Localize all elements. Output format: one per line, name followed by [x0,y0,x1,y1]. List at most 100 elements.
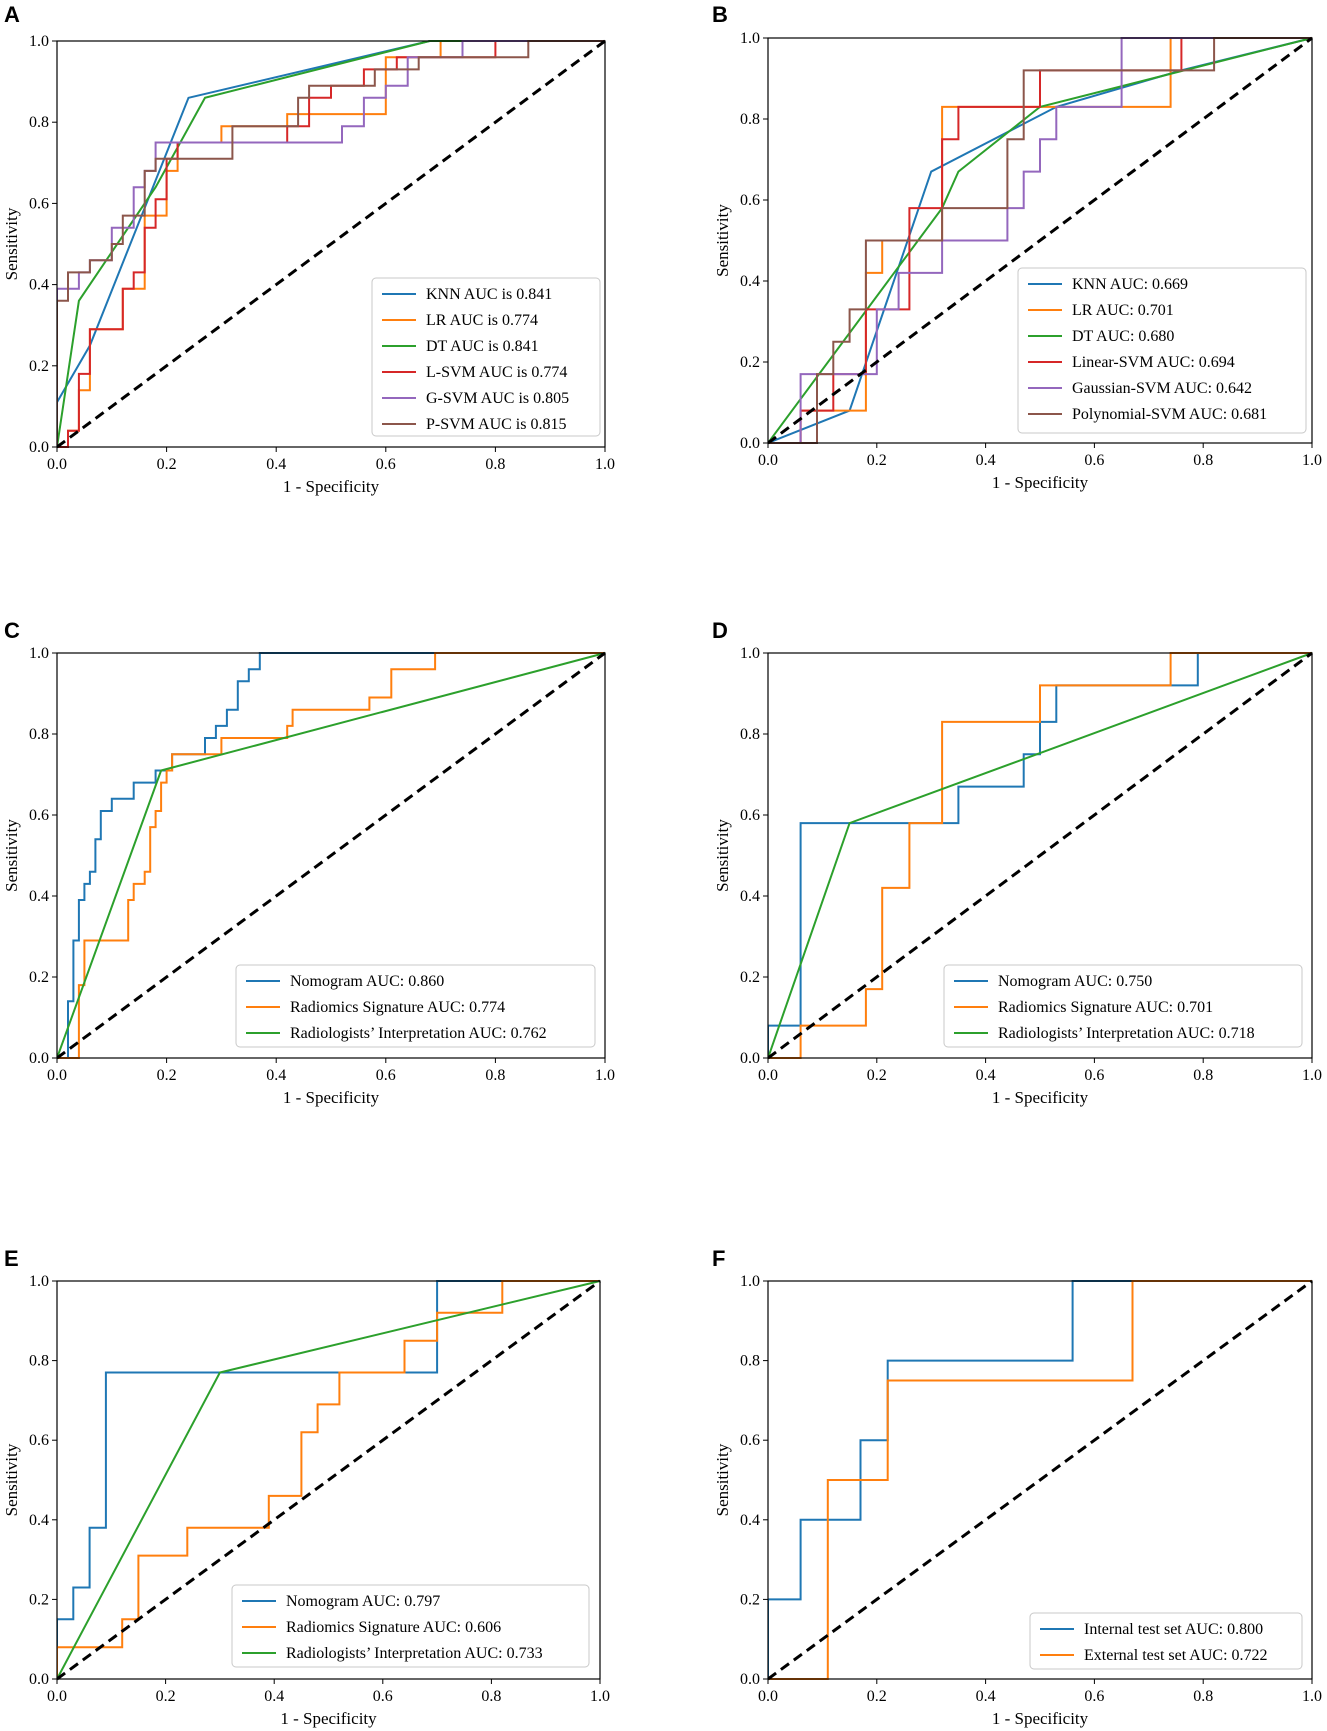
legend-label: Radiomics Signature AUC: 0.774 [290,999,505,1016]
x-tick-label: 1.0 [1302,452,1322,469]
legend-label: Radiomics Signature AUC: 0.606 [286,1619,501,1636]
x-tick-label: 0.2 [867,1688,887,1705]
y-axis-label: Sensitivity [713,819,732,892]
x-tick-label: 0.8 [1193,1688,1213,1705]
axes-frame [56,40,606,448]
chance-diagonal-line [768,36,1313,445]
legend-label: LR AUC is 0.774 [426,312,538,329]
x-axis-label: 1 - Specificity [280,1709,377,1728]
roc-curve-orange [768,1280,1312,1680]
y-tick-label: 0.0 [29,439,49,456]
y-tick-label: 1.0 [740,645,760,662]
y-tick-label: 0.2 [740,354,760,371]
x-tick-label: 0.2 [157,1067,177,1084]
x-tick-label: 0.0 [758,1688,778,1705]
y-tick-label: 0.6 [29,195,49,212]
series-group [768,1279,1313,1681]
legend: KNN AUC: 0.669 LR AUC: 0.701 DT AUC: 0.680… [1017,267,1307,434]
axes-frame [56,652,606,1059]
legend: Nomogram AUC: 0.750 Radiomics Signature A… [943,964,1303,1048]
roc-curve-brown [768,37,1312,444]
chance-diagonal-line [768,651,1313,1060]
x-tick-label: 0.4 [266,456,286,473]
legend-label: Nomogram AUC: 0.797 [286,1593,440,1610]
legend-box [371,277,601,437]
legend-label: Radiologists’ Interpretation AUC: 0.733 [286,1645,543,1662]
legend-label: P-SVM AUC is 0.815 [426,416,566,433]
roc-curve-brown [57,40,605,447]
legend-label: Nomogram AUC: 0.860 [290,973,444,990]
legend: KNN AUC is 0.841 LR AUC is 0.774 DT AUC is… [371,277,601,437]
x-tick-label: 1.0 [595,1067,615,1084]
y-axis-label: Sensitivity [713,1443,732,1516]
roc-panel-d: D 0.0 0.2 0.4 0.6 0.8 1.0 0.0 0.2 0.4 0.6 0.8 1.0 1 -… [712,618,1322,1107]
roc-curve-orange [57,652,605,1059]
x-tick-label: 0.0 [758,452,778,469]
x-tick-label: 0.6 [1084,1067,1104,1084]
x-axis-label: 1 - Specificity [283,477,380,496]
series-group [57,651,606,1060]
y-tick-label: 0.0 [29,1050,49,1067]
series-group [768,36,1313,445]
x-tick-label: 1.0 [1302,1067,1322,1084]
y-tick-label: 0.6 [740,1432,760,1449]
roc-curve-orange [768,652,1312,1059]
legend: Nomogram AUC: 0.860 Radiomics Signature A… [235,964,596,1048]
y-tick-label: 0.0 [740,435,760,452]
legend: Nomogram AUC: 0.797 Radiomics Signature A… [231,1584,590,1668]
y-tick-label: 0.2 [29,358,49,375]
y-tick-label: 0.0 [29,1671,49,1688]
series-group [57,1279,601,1681]
x-tick-label: 0.2 [867,452,887,469]
y-tick-label: 0.6 [29,1432,49,1449]
chance-diagonal-line [57,39,606,449]
y-tick-label: 0.2 [29,969,49,986]
legend-box [1029,1612,1303,1670]
y-tick-label: 0.4 [740,888,760,905]
legend-label: DT AUC is 0.841 [426,338,539,355]
x-axis-label: 1 - Specificity [283,1088,380,1107]
y-axis-label: Sensitivity [2,1443,21,1516]
y-axis-label: Sensitivity [713,204,732,277]
series-group [768,651,1313,1060]
roc-curve-green [57,1280,601,1680]
roc-panel-f: F 0.0 0.2 0.4 0.6 0.8 1.0 0.0 0.2 0.4 0.6 0.8 1.0 1 -… [712,1246,1322,1728]
y-tick-label: 0.2 [740,1591,760,1608]
x-axis-label: 1 - Specificity [992,1088,1089,1107]
roc-curve-green [768,652,1313,1059]
y-tick-label: 0.4 [740,1512,760,1529]
x-tick-label: 1.0 [595,456,615,473]
axes-frame [767,37,1313,444]
legend-label: Polynomial-SVM AUC: 0.681 [1072,406,1267,423]
roc-curve-orange [57,1280,600,1679]
roc-curve-blue [57,1280,600,1679]
y-axis-label: Sensitivity [2,207,21,280]
y-tick-label: 0.6 [740,192,760,209]
panel-letter: E [4,1246,19,1271]
y-tick-label: 0.0 [740,1050,760,1067]
y-tick-label: 0.8 [29,1353,49,1370]
roc-curve-blue [768,652,1312,1058]
roc-curve-green [768,37,1313,444]
x-tick-label: 1.0 [590,1688,610,1705]
x-tick-label: 0.4 [266,1067,286,1084]
y-tick-label: 0.4 [29,277,49,294]
legend-box [1017,267,1307,434]
y-tick-label: 0.8 [740,726,760,743]
chance-diagonal-line [57,1279,601,1681]
legend-label: Radiomics Signature AUC: 0.701 [998,999,1213,1016]
legend-box [235,964,596,1048]
roc-curve-blue [768,1280,1312,1679]
legend-box [231,1584,590,1668]
legend-label: Internal test set AUC: 0.800 [1084,1621,1263,1638]
legend-label: KNN AUC is 0.841 [426,286,552,303]
axes-frame [56,1280,601,1680]
x-axis-label: 1 - Specificity [992,1709,1089,1728]
legend-label: Nomogram AUC: 0.750 [998,973,1152,990]
x-tick-label: 0.8 [1193,452,1213,469]
y-tick-label: 0.4 [29,1512,49,1529]
y-tick-label: 1.0 [740,30,760,47]
roc-curve-blue [57,652,605,1059]
legend-label: Radiologists’ Interpretation AUC: 0.718 [998,1025,1255,1042]
